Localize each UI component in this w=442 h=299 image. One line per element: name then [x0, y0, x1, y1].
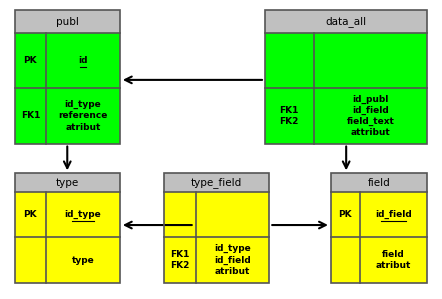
Bar — [15, 192, 120, 237]
Bar — [164, 192, 269, 237]
Text: publ: publ — [56, 17, 79, 27]
Text: data_all: data_all — [326, 16, 367, 27]
Bar — [331, 173, 427, 283]
Text: PK: PK — [23, 210, 37, 219]
Bar — [15, 10, 120, 33]
Bar — [15, 173, 120, 283]
Bar — [265, 10, 427, 33]
Bar — [164, 237, 269, 283]
Bar — [15, 237, 120, 283]
Bar — [331, 237, 427, 283]
Bar — [265, 88, 427, 144]
Bar — [15, 88, 120, 144]
Text: FK1
FK2: FK1 FK2 — [170, 250, 190, 270]
Text: field: field — [368, 178, 390, 187]
Bar — [15, 173, 120, 192]
Bar — [331, 192, 427, 237]
Text: PK: PK — [23, 56, 37, 65]
Bar — [265, 33, 427, 88]
Bar — [15, 33, 120, 88]
Text: id_type
id_field
atribut: id_type id_field atribut — [214, 244, 251, 276]
Text: FK1
FK2: FK1 FK2 — [280, 106, 299, 126]
Bar — [164, 173, 269, 283]
Text: id_type: id_type — [65, 210, 102, 219]
Text: type_field: type_field — [191, 177, 242, 188]
Text: id_publ
id_field
field_text
attribut: id_publ id_field field_text attribut — [347, 94, 395, 137]
Text: FK1: FK1 — [21, 112, 40, 120]
Text: PK: PK — [339, 210, 352, 219]
Bar — [265, 10, 427, 144]
Text: type: type — [56, 178, 79, 187]
Text: id_type
reference
atribut: id_type reference atribut — [58, 100, 108, 132]
Bar — [331, 173, 427, 192]
Bar — [15, 10, 120, 144]
Text: id_field: id_field — [375, 210, 412, 219]
Bar — [164, 173, 269, 192]
Text: field
atribut: field atribut — [376, 250, 412, 270]
Text: id: id — [78, 56, 88, 65]
Text: type: type — [72, 256, 95, 265]
